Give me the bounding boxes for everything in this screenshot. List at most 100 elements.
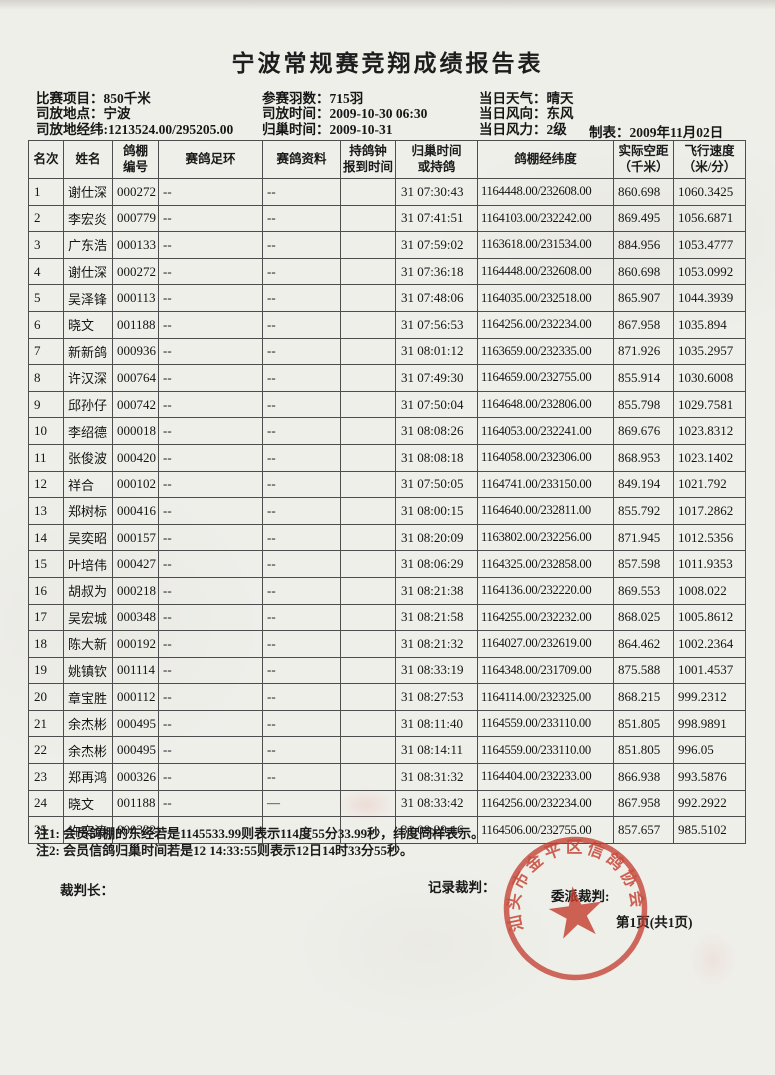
cell: 998.9891 <box>673 709 746 738</box>
cell: 001188 <box>112 310 159 339</box>
table-row: 15 叶培伟 000427 -- -- 31 08:06:29 1164325.00/232… <box>28 550 746 578</box>
cell: 1164103.00/232242.00 <box>477 204 614 233</box>
cell <box>340 656 396 685</box>
cell: 31 08:21:38 <box>395 576 478 605</box>
column-header-3: 鸽棚 编号 <box>112 140 159 179</box>
cell: 吴泽锋 <box>63 284 113 312</box>
cell: 864.462 <box>613 630 674 658</box>
cell: 869.495 <box>613 204 674 233</box>
cell: 31 07:36:18 <box>395 257 478 286</box>
cell: 1035.894 <box>673 310 746 339</box>
table-row: 14 吴奕昭 000157 -- -- 31 08:20:09 1163802.00/232… <box>28 523 746 552</box>
cell: -- <box>262 550 341 578</box>
pigeon-count: 参赛羽数：715羽 <box>262 91 364 106</box>
table-row: 18 陈大新 000192 -- -- 31 08:21:32 1164027.00/232… <box>28 630 746 658</box>
cell: 884.956 <box>613 231 674 259</box>
cell <box>340 736 396 765</box>
cell: -- <box>262 523 341 552</box>
cell: 2 <box>28 204 64 233</box>
table-row: 22 余杰彬 000495 -- -- 31 08:14:11 1164559.00/233… <box>28 736 746 765</box>
cell: 985.5102 <box>673 816 746 844</box>
cell: 15 <box>28 550 64 578</box>
column-header-10: 飞行速度 （米/分） <box>673 140 746 179</box>
cell: -- <box>158 576 263 605</box>
table-row: 20 章宝胜 000112 -- -- 31 08:27:53 1164114.00/232… <box>28 683 746 711</box>
cell: 1023.8312 <box>673 417 746 445</box>
cell: -- <box>158 204 263 233</box>
cell: 章宝胜 <box>63 683 113 711</box>
cell <box>340 709 396 738</box>
cell: 869.553 <box>613 576 674 605</box>
cell <box>340 390 396 419</box>
cell: 855.798 <box>613 390 674 419</box>
cell: 1164136.00/232220.00 <box>477 576 614 605</box>
cell: 31 08:27:53 <box>395 683 478 711</box>
cell: 1164053.00/232241.00 <box>477 417 614 445</box>
stamp-star-icon <box>548 886 602 939</box>
cell: 谢仕深 <box>63 178 113 206</box>
cell: 1164648.00/232806.00 <box>477 390 614 419</box>
cell: 1164255.00/232232.00 <box>477 603 614 632</box>
cell: -- <box>158 656 263 685</box>
cell: 1164256.00/232234.00 <box>477 310 614 339</box>
cell <box>340 417 396 445</box>
cell: 18 <box>28 630 64 658</box>
cell: 10 <box>28 417 64 445</box>
cell: 31 08:21:58 <box>395 603 478 632</box>
table-row: 11 张俊波 000420 -- -- 31 08:08:18 1164058.00/232… <box>28 443 746 472</box>
cell: 31 08:20:09 <box>395 523 478 552</box>
cell: -- <box>262 310 341 339</box>
cell: 1164640.00/232811.00 <box>477 497 614 525</box>
cell: 郑再鸿 <box>63 763 113 791</box>
cell <box>340 231 396 259</box>
cell: -- <box>262 576 341 605</box>
table-row: 9 邱孙仔 000742 -- -- 31 07:50:04 1164648.00/2328… <box>28 390 746 419</box>
cell: 875.588 <box>613 656 674 685</box>
table-row: 4 谢仕深 000272 -- -- 31 07:36:18 1164448.00/2326… <box>28 257 746 286</box>
cell: -- <box>158 443 263 472</box>
association-stamp-icon: 汕头市金平区信鸽协会 <box>495 828 649 981</box>
cell: 000113 <box>112 284 159 312</box>
footnotes: 注1: 会员鸽棚的东经若是1145533.99则表示114度55分33.99秒，… <box>36 826 484 859</box>
cell: 000192 <box>112 630 159 658</box>
cell: 1044.3939 <box>673 284 746 312</box>
cell: -- <box>262 204 341 233</box>
cell: -- <box>262 417 341 445</box>
cell: 邱孙仔 <box>63 390 113 419</box>
info-column-right: 当日天气：晴天 当日风向：东风 当日风力：2级 <box>479 91 574 137</box>
cell: 000348 <box>112 603 159 632</box>
cell: 868.025 <box>613 603 674 632</box>
cell: 31 07:49:30 <box>395 364 478 392</box>
cell: 1164058.00/232306.00 <box>477 443 614 472</box>
cell: 姚镇钦 <box>63 656 113 685</box>
cell: 1164659.00/232755.00 <box>477 364 614 392</box>
cell: 1023.1402 <box>673 443 746 472</box>
cell <box>340 576 396 605</box>
column-header-9: 实际空距 （千米） <box>613 140 674 179</box>
cell <box>340 284 396 312</box>
cell: 000157 <box>112 523 159 552</box>
cell: 1164741.00/233150.00 <box>477 470 614 499</box>
cell: 000133 <box>112 231 159 259</box>
cell: 1053.0992 <box>673 257 746 286</box>
cell: 吴奕昭 <box>63 523 113 552</box>
cell: -- <box>262 231 341 259</box>
cell: 4 <box>28 257 64 286</box>
cell: 000742 <box>112 390 159 419</box>
cell: 31 07:56:53 <box>395 310 478 339</box>
cell: 叶培伟 <box>63 550 113 578</box>
cell: 000112 <box>112 683 159 711</box>
cell: — <box>262 816 341 844</box>
ink-smudge <box>688 930 738 990</box>
column-header-8: 鸽棚经纬度 <box>477 140 614 179</box>
cell: 31 08:33:19 <box>395 656 478 685</box>
cell: 851.805 <box>613 736 674 765</box>
cell: 1164325.00/232858.00 <box>477 550 614 578</box>
cell: 31 07:50:04 <box>395 390 478 419</box>
cell: 31 08:31:32 <box>395 763 478 791</box>
cell: 000326 <box>112 763 159 791</box>
wind-direction: 当日风向：东风 <box>479 106 574 122</box>
cell: 000218 <box>112 576 159 605</box>
cell: 000416 <box>112 497 159 525</box>
